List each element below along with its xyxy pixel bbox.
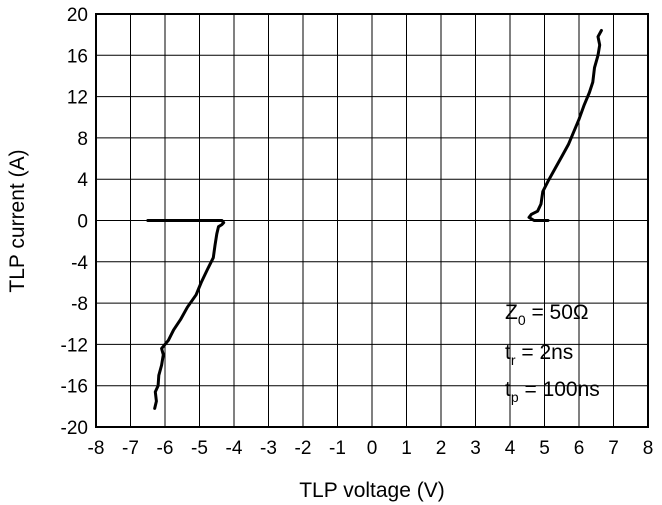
- x-tick-label: 2: [436, 438, 447, 459]
- x-tick-label: -4: [226, 438, 243, 459]
- x-tick-label: 5: [539, 438, 550, 459]
- x-tick-labels: -8 -7 -6 -5 -4 -3 -2 -1 0 1 2 3 4 5 6 7 8: [88, 438, 654, 459]
- y-tick-label: 20: [67, 5, 88, 26]
- x-tick-label: 4: [505, 438, 516, 459]
- x-tick-label: -3: [260, 438, 277, 459]
- x-tick-label: -8: [88, 438, 105, 459]
- x-axis-label: TLP voltage (V): [299, 479, 445, 502]
- series-line-negative: [146, 219, 226, 410]
- x-tick-label: 3: [470, 438, 481, 459]
- y-tick-label: 4: [77, 170, 88, 191]
- y-tick-labels: 20 16 12 8 4 0 -4 -8 -12 -16 -20: [61, 5, 89, 439]
- x-tick-label: -7: [122, 438, 139, 459]
- x-tick-label: 6: [574, 438, 585, 459]
- y-tick-label: -4: [71, 253, 88, 274]
- y-tick-label: 12: [67, 88, 88, 109]
- annotation-box: Z0 = 50Ω tr = 2ns tp = 100ns: [505, 301, 600, 405]
- x-tick-label: -1: [329, 438, 346, 459]
- y-tick-label: -16: [61, 377, 88, 398]
- y-tick-label: -20: [61, 418, 88, 439]
- x-tick-label: 0: [367, 438, 378, 459]
- series-lines: [146, 29, 603, 410]
- y-tick-label: 0: [77, 212, 88, 233]
- y-tick-label: -8: [71, 294, 88, 315]
- x-tick-label: 1: [401, 438, 412, 459]
- x-tick-label: -5: [191, 438, 208, 459]
- x-tick-label: 8: [643, 438, 654, 459]
- y-tick-label: -12: [61, 335, 88, 356]
- x-tick-label: -2: [295, 438, 312, 459]
- y-tick-label: 16: [67, 46, 88, 67]
- series-line-positive: [527, 29, 603, 222]
- y-axis-label: TLP current (A): [6, 149, 29, 292]
- annotation-tp: tp = 100ns: [505, 378, 600, 405]
- y-tick-label: 8: [77, 129, 88, 150]
- x-tick-label: 7: [608, 438, 619, 459]
- annotation-z0: Z0 = 50Ω: [505, 301, 589, 328]
- plot-frame: [95, 13, 649, 428]
- x-tick-label: -6: [157, 438, 174, 459]
- annotation-tr: tr = 2ns: [505, 341, 573, 368]
